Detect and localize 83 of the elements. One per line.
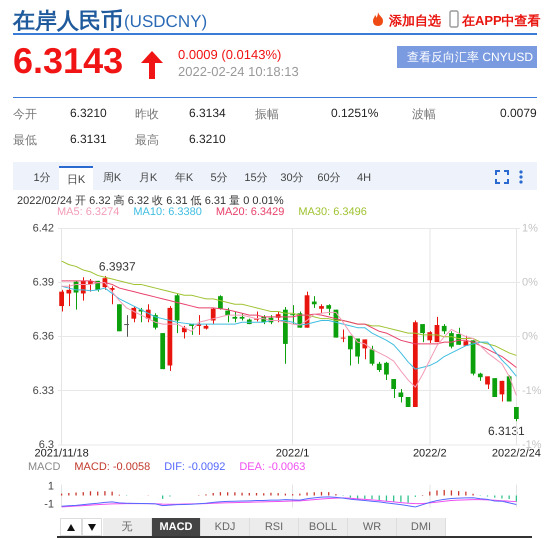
x-tick-label: 2022/1 [276,447,310,460]
text: MA5: 6.3274 [57,206,120,218]
y2-tick-label: -1% [522,384,542,397]
chart-subtitle: (USDCNY) [124,12,208,32]
y2-tick-label: 0% [522,276,538,289]
text: WR [362,521,382,533]
y2-tick-label: 0% [522,330,538,343]
candlestick [384,361,389,380]
candlestick [326,304,332,316]
text: RSI [264,521,284,533]
text: 0.1251% [331,106,378,120]
chart-title: 在岸人民币 [13,7,123,35]
text: 日K [66,174,86,186]
candlestick [59,289,64,312]
y2-tick-label: 1% [522,222,538,235]
text: 15分 [244,172,268,184]
text: DIF: -0.0092 [164,461,226,473]
x-tick-label: 2022/2/24 [492,447,541,460]
text: 5分 [210,172,228,184]
y-tick-label: 6.33 [32,384,54,397]
text: 无 [122,521,132,533]
text: 2022/02/24 开 6.32 高 6.32 收 6.31 低 6.31 量 0 0.01% [17,194,284,207]
candlestick [442,324,447,334]
text: 6.3210 [189,132,226,146]
text: MA30: 6.3496 [298,206,367,218]
y-tick-label: 6.39 [32,276,54,289]
text: 今开 [13,106,37,123]
x-tick-label: 2021/11/18 [34,447,89,460]
text: 6.3134 [189,106,226,120]
text: 6.3210 [70,106,107,120]
text: 在APP中查看 [462,12,541,30]
text: 1分 [33,172,51,184]
candlestick [124,314,129,338]
candlestick [348,335,353,366]
text: 6.3131 [70,132,107,146]
text: 昨收 [135,106,159,123]
text: 0.0009 (0.0143%) [178,47,282,62]
chart-title: MACD [28,461,60,473]
text: MACD [160,521,192,533]
y-tick-label: 6.36 [32,330,54,343]
text: DEA: -0.0063 [239,461,306,473]
candlestick [340,328,346,343]
candlestick [485,376,490,390]
text: 波幅 [412,106,436,123]
text: MA10: 6.3380 [133,206,202,218]
candlestick [420,324,425,343]
x-tick-label: 2022/2 [412,447,447,460]
series-label: MACD: -0.0058 [74,461,150,473]
candlestick [370,345,374,366]
text: 月K [138,172,158,184]
text: 周K [102,172,122,184]
text: 添加自选 [389,12,441,30]
text: 6.3143 [13,40,124,82]
text: 0.0079 [500,106,537,120]
text: 最高 [135,132,159,149]
candlestick [355,338,360,364]
candlestick [500,380,504,402]
text: KDJ [214,521,236,533]
text: MA20: 6.3429 [216,206,284,218]
annotation: 6.3937 [98,259,136,274]
candlestick [319,304,324,314]
candlestick [290,304,295,325]
text: 30分 [280,172,304,184]
text: DMI [410,521,432,533]
candlestick [391,378,396,398]
candlestick [492,378,498,398]
y-tick-label: 6.42 [32,222,54,235]
text: BOLL [308,521,338,533]
y-tick-label: -1 [44,498,54,511]
candlestick [514,406,519,422]
text: 年K [174,172,194,184]
text: 2022-02-24 10:18:13 [178,64,299,79]
text: 4H [356,172,372,184]
text: 查看反向汇率 CNYUSD [406,50,533,64]
candlestick [110,286,115,305]
candlestick [376,361,382,372]
text: 最低 [13,132,37,149]
text: 60分 [317,172,341,184]
candlestick [398,388,404,403]
candlestick [312,296,317,308]
candlestick [66,284,72,307]
y-tick-label: 1 [48,480,54,492]
text: 振幅 [255,106,279,123]
